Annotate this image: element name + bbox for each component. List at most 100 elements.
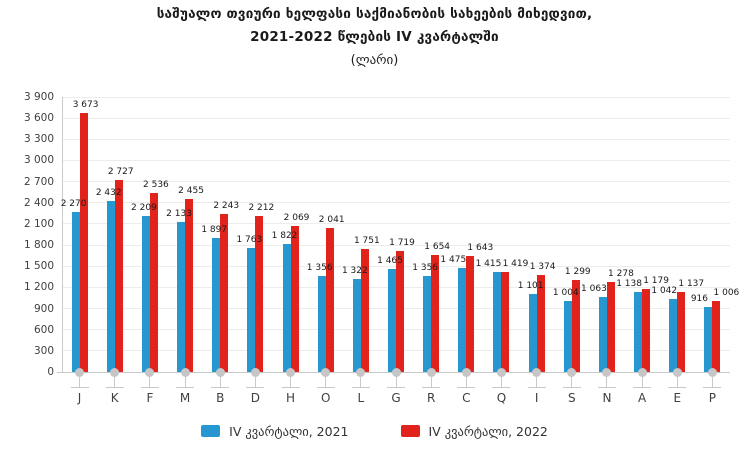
bar-2021 [282, 243, 291, 372]
bar-2021 [598, 297, 607, 372]
category-leader-vertical [219, 376, 221, 387]
category-leader-vertical [395, 376, 397, 387]
bar-value-2022: 2 212 [248, 203, 275, 214]
category-leader-vertical [676, 376, 678, 387]
bar-value-2022: 1 006 [713, 288, 740, 299]
category-leader-horizontal [457, 387, 476, 388]
category-leader-vertical [571, 376, 573, 387]
bar-2022 [255, 216, 264, 372]
bar-value-2021: 1 322 [341, 265, 368, 276]
category-axis-dot-icon [672, 367, 682, 377]
bar-value-2021: 1 415 [475, 259, 502, 270]
bar-2022 [290, 226, 299, 372]
bar-value-2021: 1 897 [201, 225, 228, 236]
gridline [62, 202, 730, 204]
category-leader-horizontal [422, 387, 441, 388]
bar-value-2021: 1 465 [377, 255, 403, 266]
chart-title-line1: საშუალო თვიური ხელფასი საქმიანობის სახეე… [156, 6, 593, 22]
category-axis-dot-icon [602, 367, 612, 377]
bar-2022 [431, 255, 440, 372]
category-leader-vertical [536, 376, 538, 387]
bar-value-2021: 2 133 [166, 208, 192, 219]
category-axis-dot-icon [180, 367, 190, 377]
category-leader-vertical [325, 376, 327, 387]
category-leader-horizontal [211, 387, 230, 388]
legend-label-2022: IV კვარტალი, 2022 [428, 423, 548, 439]
bar-2022 [466, 256, 475, 372]
bar-2022 [571, 280, 580, 372]
category-leader-horizontal [281, 387, 300, 388]
bar-2021 [352, 278, 361, 372]
bar-value-2022: 1 654 [424, 242, 451, 253]
x-axis-category-label: S [567, 391, 576, 405]
category-axis-dot-icon [215, 367, 225, 377]
x-axis-category-label: D [250, 391, 260, 405]
bar-value-2022: 2 727 [107, 166, 134, 177]
bar-value-2021: 2 209 [131, 203, 157, 214]
bar-2021 [212, 238, 221, 372]
y-axis-tick-label: 2 700 [23, 175, 54, 188]
legend-item-2022: IV კვარტალი, 2022 [400, 423, 548, 439]
x-axis-category-label: B [216, 391, 225, 405]
category-leader-vertical [184, 376, 186, 387]
bar-value-2022: 2 069 [283, 213, 310, 224]
bar-value-2022: 2 243 [213, 200, 240, 211]
legend-item-2021: IV კვარტალი, 2021 [201, 424, 349, 439]
chart-title-line2: 2021-2022 წლების IV კვარტალში [250, 29, 499, 45]
bar-2021 [704, 307, 713, 372]
bar-2022 [642, 288, 651, 372]
bar-2021 [528, 294, 537, 372]
bar-value-2021: 1 822 [271, 230, 298, 241]
category-axis-dot-icon [426, 367, 436, 377]
category-axis-dot-icon [391, 367, 401, 377]
bar-value-2021: 1 063 [581, 284, 607, 295]
bar-value-2022: 2 455 [178, 185, 204, 196]
category-leader-horizontal [316, 387, 335, 388]
gridline [62, 159, 730, 161]
bar-value-2021: 1 475 [440, 254, 467, 265]
bar-value-2022: 1 374 [529, 262, 556, 273]
bar-value-2021: 1 004 [552, 288, 579, 299]
x-axis-category-label: Q [496, 391, 507, 405]
bar-2021 [106, 200, 115, 372]
category-leader-horizontal [140, 387, 159, 388]
category-axis-dot-icon [321, 367, 331, 377]
y-axis-tick-label: 1 500 [23, 260, 54, 273]
category-leader-vertical [254, 376, 256, 387]
gridline [62, 96, 730, 98]
bar-value-2022: 1 137 [678, 278, 705, 289]
bar-value-2021: 2 432 [95, 187, 122, 198]
bar-value-2021: 1 356 [306, 263, 333, 274]
bar-2022 [606, 281, 615, 372]
category-leader-horizontal [668, 387, 687, 388]
bar-2021 [563, 301, 572, 372]
category-axis-dot-icon [286, 367, 296, 377]
category-leader-vertical [79, 376, 81, 387]
category-axis-dot-icon [637, 367, 647, 377]
bar-value-2021: 1 101 [517, 281, 544, 292]
y-axis-tick-label: 600 [33, 323, 54, 336]
category-leader-vertical [360, 376, 362, 387]
category-axis-dot-icon [496, 367, 506, 377]
bar-2022 [360, 248, 369, 372]
chart-subtitle: (ლარი) [350, 53, 399, 68]
x-axis-category-label: F [146, 391, 154, 405]
category-leader-vertical [500, 376, 502, 387]
category-leader-horizontal [597, 387, 616, 388]
bar-2021 [71, 211, 80, 372]
category-axis-dot-icon [250, 367, 260, 377]
category-leader-horizontal [527, 387, 546, 388]
bar-2021 [141, 216, 150, 372]
category-leader-vertical [711, 376, 713, 387]
category-leader-vertical [149, 376, 151, 387]
bar-value-2022: 2 041 [318, 215, 345, 226]
bar-2021 [669, 298, 678, 372]
bar-value-2021: 2 270 [60, 198, 87, 209]
x-axis-category-label: H [286, 391, 296, 405]
category-leader-vertical [290, 376, 292, 387]
bar-2022 [149, 193, 158, 372]
legend-swatch-2021-icon [201, 425, 221, 437]
legend: IV კვარტალი, 2021 IV კვარტალი, 2022 [0, 420, 749, 442]
bar-2021 [177, 221, 186, 372]
category-leader-horizontal [70, 387, 89, 388]
